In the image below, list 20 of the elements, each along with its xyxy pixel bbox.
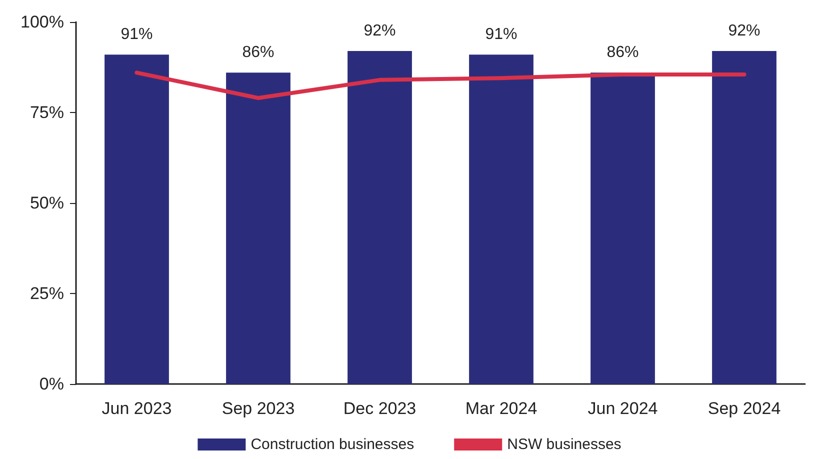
data-label: 92% [728, 22, 760, 40]
legend-label: NSW businesses [507, 436, 622, 453]
x-tick-label: Dec 2023 [343, 399, 416, 418]
legend-label: Construction businesses [250, 436, 414, 453]
y-tick-label: 25% [30, 284, 64, 303]
data-label: 86% [242, 44, 274, 62]
y-tick-label: 50% [30, 194, 64, 212]
x-tick-label: Mar 2024 [465, 399, 538, 418]
y-tick-label: 75% [30, 103, 64, 122]
data-label: 91% [120, 26, 153, 44]
data-label: 86% [606, 44, 639, 62]
line-series [134, 70, 746, 100]
x-tick-label: Sep 2023 [222, 399, 295, 418]
x-tick-label: Sep 2024 [708, 399, 781, 418]
data-label: 92% [364, 22, 396, 40]
data-label: 91% [485, 26, 518, 44]
x-tick-label: Jun 2023 [102, 399, 172, 418]
y-tick-label: 0% [39, 374, 64, 394]
x-tick-label: Jun 2024 [588, 399, 658, 418]
y-tick-label: 100% [20, 12, 64, 32]
